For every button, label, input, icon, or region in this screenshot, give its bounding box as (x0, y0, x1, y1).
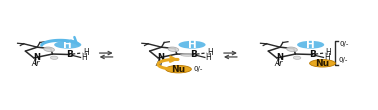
Text: Nu: Nu (171, 65, 186, 74)
Text: 0/-: 0/- (338, 57, 347, 63)
Text: H: H (187, 40, 197, 50)
Text: Ar: Ar (274, 60, 282, 69)
Text: B: B (309, 50, 316, 59)
Text: 0/-: 0/- (193, 66, 202, 72)
Circle shape (178, 41, 206, 49)
Circle shape (166, 65, 191, 73)
Ellipse shape (287, 47, 297, 52)
Circle shape (310, 60, 335, 67)
Text: H: H (81, 53, 87, 62)
Text: 0/-: 0/- (339, 41, 349, 47)
Text: Ar: Ar (31, 60, 39, 69)
Text: H: H (207, 48, 213, 57)
Circle shape (54, 41, 81, 49)
Ellipse shape (50, 56, 58, 59)
Text: H: H (326, 48, 332, 57)
Text: B: B (190, 50, 197, 59)
Text: H: H (324, 53, 330, 62)
Text: N: N (276, 53, 283, 62)
Text: H: H (83, 48, 88, 57)
Text: B: B (66, 50, 73, 59)
Text: H: H (306, 40, 315, 50)
Text: Nu: Nu (316, 59, 330, 68)
Text: N: N (33, 53, 40, 62)
Circle shape (297, 41, 324, 49)
Ellipse shape (44, 47, 54, 52)
Text: H: H (205, 53, 211, 62)
Text: N: N (157, 53, 164, 62)
Ellipse shape (293, 56, 301, 59)
Text: Ar: Ar (155, 60, 164, 69)
Ellipse shape (181, 54, 193, 56)
Text: H: H (64, 40, 72, 50)
Ellipse shape (168, 47, 179, 52)
